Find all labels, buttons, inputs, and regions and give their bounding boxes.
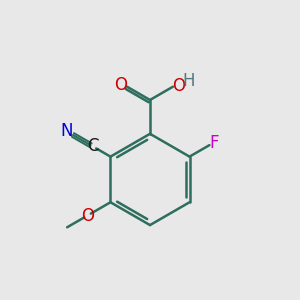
Text: O: O bbox=[81, 206, 94, 224]
Text: O: O bbox=[114, 76, 127, 94]
Text: F: F bbox=[209, 134, 219, 152]
Text: O: O bbox=[172, 77, 185, 95]
Text: H: H bbox=[183, 72, 195, 90]
Text: C: C bbox=[87, 137, 98, 155]
Text: N: N bbox=[60, 122, 73, 140]
